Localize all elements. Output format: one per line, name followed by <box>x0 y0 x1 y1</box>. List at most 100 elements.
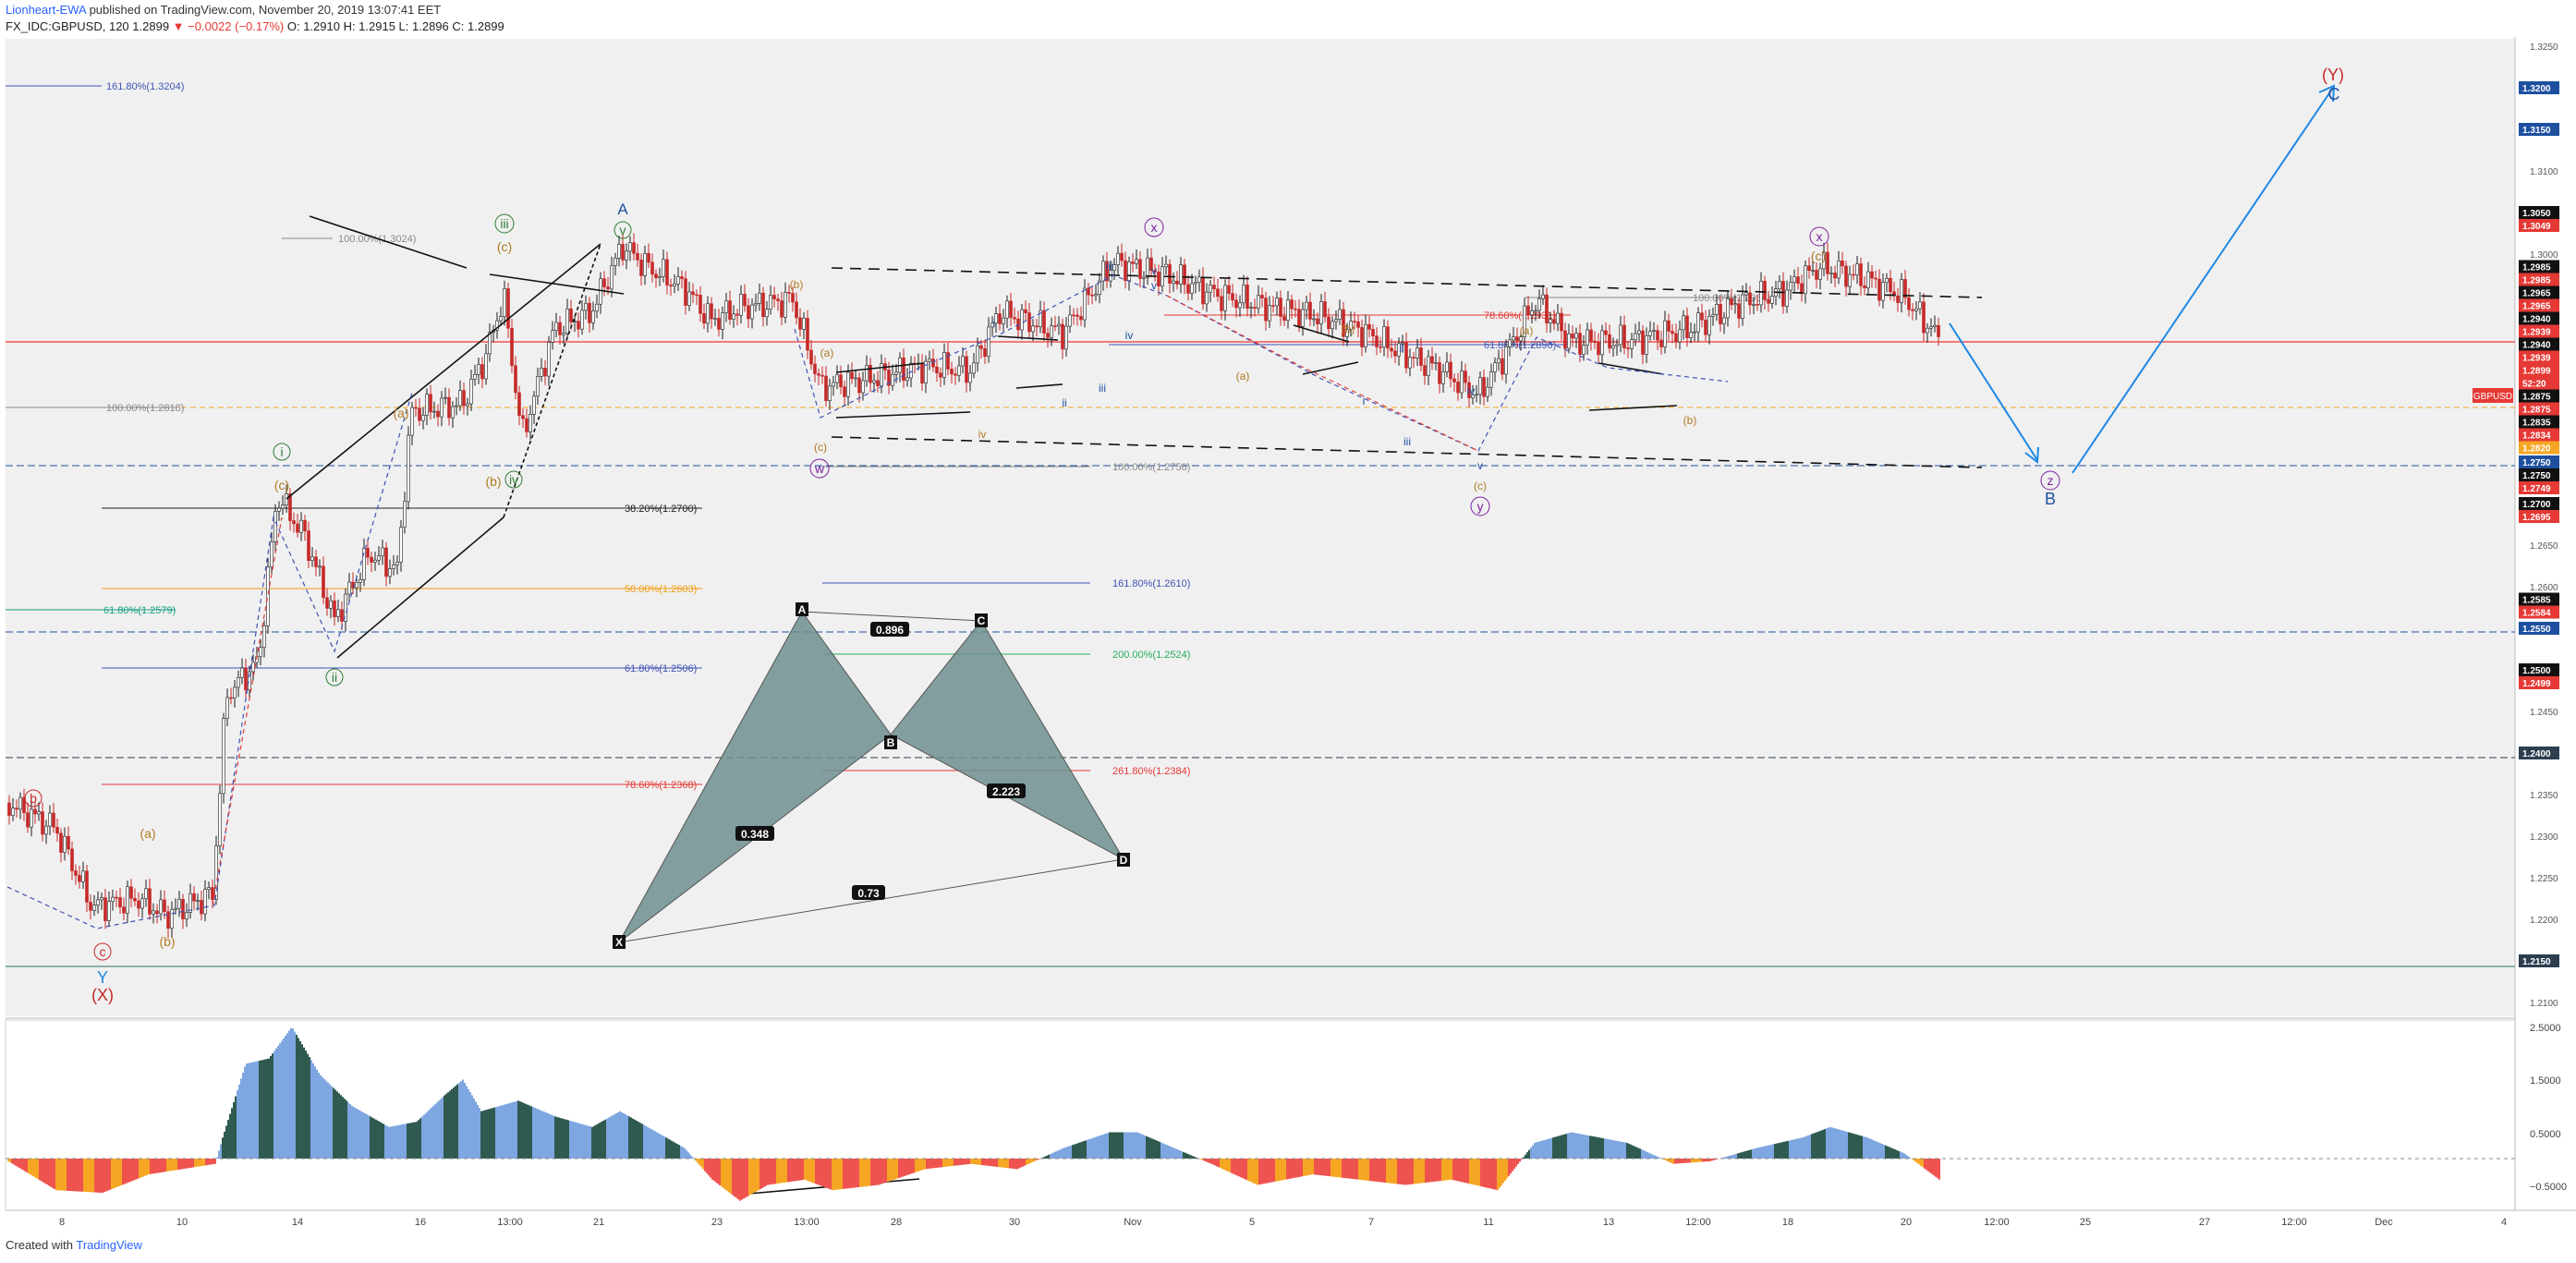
osc-bar <box>1621 1141 1622 1159</box>
candle-body <box>366 548 370 558</box>
osc-bar <box>1310 1159 1312 1175</box>
candle-body <box>1504 346 1508 375</box>
osc-bar <box>1090 1138 1092 1159</box>
candle-body <box>1220 296 1223 311</box>
candle-body <box>1183 264 1186 285</box>
osc-bar <box>1796 1138 1798 1159</box>
candle-body <box>174 907 177 910</box>
candle-body <box>1416 347 1419 358</box>
osc-bar <box>364 1112 366 1159</box>
osc-bar <box>534 1107 536 1159</box>
osc-bar <box>750 1159 752 1195</box>
candle-body <box>1767 298 1770 304</box>
osc-bar <box>432 1106 434 1159</box>
osc-bar <box>1151 1138 1153 1159</box>
osc-bar <box>1902 1152 1903 1159</box>
candle-body <box>1785 289 1789 307</box>
price-tag <box>2519 298 2559 312</box>
osc-bar <box>580 1123 582 1159</box>
osc-bar <box>521 1102 523 1159</box>
osc-bar <box>832 1159 833 1191</box>
candle-body <box>990 322 994 328</box>
candle-body <box>233 686 237 698</box>
chart-header: Lionheart-EWA published on TradingView.c… <box>6 2 504 39</box>
candle-body <box>318 565 322 568</box>
osc-bar <box>177 1159 179 1171</box>
osc-bar <box>1613 1140 1615 1159</box>
svg-text:ii: ii <box>332 670 337 685</box>
candle-body <box>499 316 503 322</box>
osc-bar <box>1015 1159 1016 1170</box>
candle-body <box>1652 330 1656 333</box>
osc-bar <box>273 1050 275 1159</box>
osc-bar <box>26 1159 28 1172</box>
osc-bar <box>482 1111 484 1159</box>
candle-body <box>1752 304 1756 306</box>
candle-body <box>750 304 754 320</box>
osc-bar <box>1406 1159 1408 1185</box>
osc-bar <box>589 1126 591 1159</box>
osc-bar <box>1881 1144 1883 1159</box>
candle-body <box>1789 282 1792 291</box>
osc-bar <box>676 1144 678 1159</box>
osc-bar <box>582 1123 584 1159</box>
osc-bar <box>1253 1159 1255 1184</box>
osc-bar <box>765 1159 767 1186</box>
candle-body <box>1811 270 1815 272</box>
osc-bar <box>1301 1159 1303 1177</box>
osc-bar <box>634 1119 636 1159</box>
candle-body <box>92 905 96 911</box>
candle-body <box>148 888 152 915</box>
price-tag <box>2519 311 2559 325</box>
osc-bar <box>527 1104 529 1159</box>
candle-body <box>1427 356 1430 376</box>
svg-text:(c): (c) <box>497 239 512 254</box>
osc-bar <box>876 1159 878 1185</box>
osc-bar <box>1478 1159 1480 1186</box>
candle-body <box>739 294 743 316</box>
osc-bar <box>89 1159 91 1193</box>
osc-bar <box>1109 1132 1111 1159</box>
candle-body <box>954 373 957 376</box>
x-tick-label: 11 <box>1483 1217 1493 1228</box>
osc-bar <box>1635 1147 1637 1159</box>
osc-bar <box>571 1121 573 1159</box>
osc-bar <box>1282 1159 1284 1181</box>
candle-body <box>1430 356 1434 364</box>
osc-bar <box>806 1159 808 1181</box>
x-tick-label: 16 <box>415 1217 426 1228</box>
candle-body <box>1364 323 1367 347</box>
osc-bar <box>981 1159 983 1166</box>
osc-bar <box>464 1082 466 1159</box>
candle-body <box>1197 276 1201 283</box>
candle-body <box>1889 278 1892 293</box>
osc-bar <box>865 1159 867 1187</box>
osc-bar <box>1833 1127 1835 1159</box>
osc-bar <box>1343 1159 1345 1178</box>
candle-body <box>1168 263 1172 284</box>
price-tag <box>2519 592 2559 606</box>
osc-bar <box>808 1159 809 1182</box>
osc-bar <box>1859 1135 1861 1159</box>
osc-bar <box>1380 1159 1382 1183</box>
candle-body <box>894 371 898 375</box>
candle-body <box>1050 325 1053 338</box>
tradingview-brand[interactable]: TradingView <box>76 1238 142 1252</box>
osc-bar <box>1574 1133 1576 1159</box>
osc-bar <box>889 1159 891 1182</box>
osc-bar <box>1877 1142 1879 1159</box>
osc-bar <box>1515 1159 1517 1167</box>
svg-text:0.5000: 0.5000 <box>2530 1129 2561 1140</box>
candle-body <box>1674 333 1678 343</box>
osc-bar <box>612 1115 614 1159</box>
svg-text:(b): (b) <box>790 278 804 291</box>
author-link[interactable]: Lionheart-EWA <box>6 3 86 17</box>
price-pane[interactable] <box>6 39 2515 1016</box>
candle-body <box>1223 285 1227 311</box>
osc-bar <box>615 1112 617 1159</box>
osc-bar <box>1133 1132 1135 1159</box>
x-tick-label: 13 <box>1603 1217 1614 1228</box>
candle-body <box>1582 345 1586 355</box>
candle-body <box>758 292 761 304</box>
